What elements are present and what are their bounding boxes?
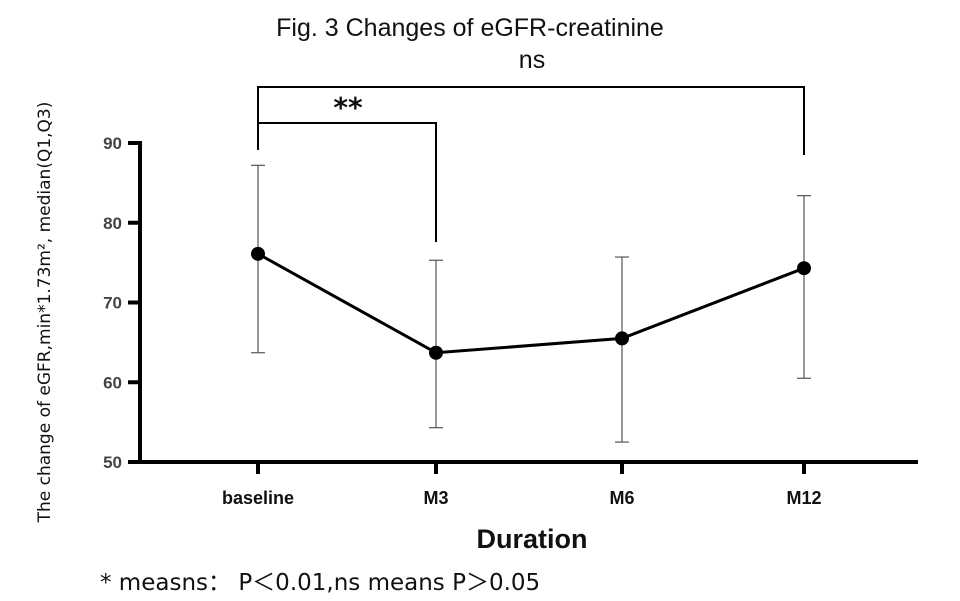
x-tick-label: M12 (786, 488, 821, 508)
x-tick-label: baseline (222, 488, 294, 508)
y-tick-label: 70 (103, 294, 122, 313)
data-point (251, 246, 265, 261)
bracket-sig (258, 122, 437, 242)
series-line (257, 252, 805, 355)
data-point (429, 345, 443, 360)
chart-title: Fig. 3 Changes of eGFR-creatinine (276, 14, 664, 42)
y-tick-label: 60 (103, 373, 122, 392)
y-tick-label: 90 (103, 134, 122, 153)
footnote: * measns： P＜0.01,ns means P＞0.05 (100, 570, 541, 596)
x-tick-label: M6 (609, 488, 634, 508)
data-point (615, 331, 629, 346)
y-axis-label: The change of eGFR,min*1.73m², median(Q1… (35, 101, 55, 523)
data-point (797, 261, 811, 276)
bracket-label-ns: ns (519, 46, 545, 74)
y-tick-label: 80 (103, 214, 122, 233)
bracket-label-sig: ** (333, 91, 363, 124)
bracket-ns (257, 86, 805, 155)
x-tick-label: M3 (423, 488, 448, 508)
x-axis-label: Duration (477, 524, 588, 554)
y-tick-label: 50 (103, 453, 122, 472)
